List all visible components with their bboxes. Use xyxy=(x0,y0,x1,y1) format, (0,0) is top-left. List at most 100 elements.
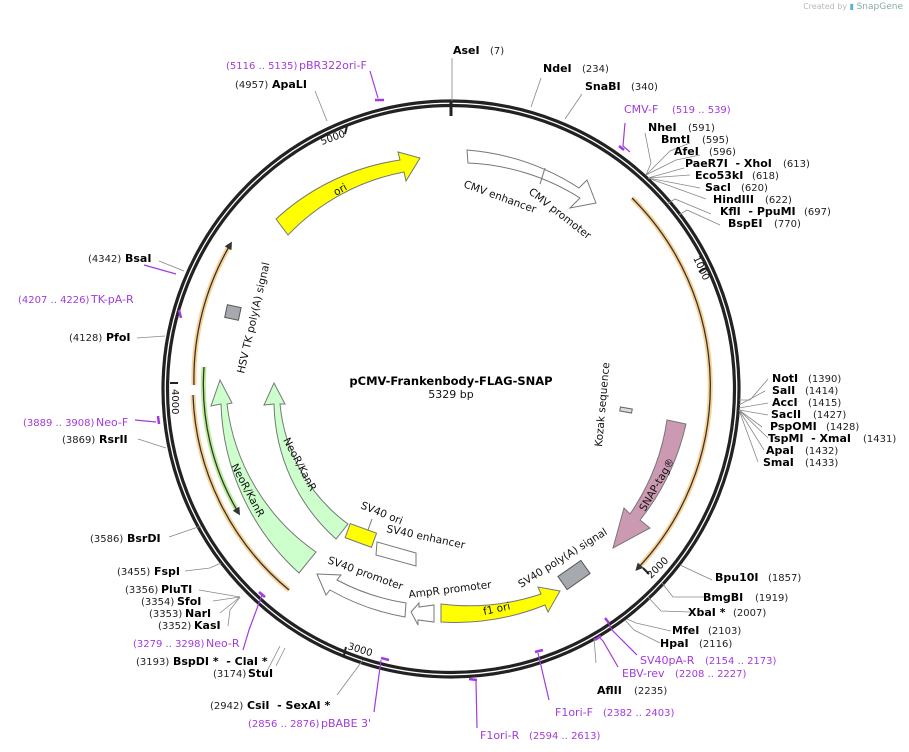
svg-text:(7): (7) xyxy=(490,46,504,57)
feature-sv40-ori[interactable] xyxy=(344,522,378,548)
svg-text:TspMI - XmaI: TspMI - XmaI xyxy=(768,432,851,445)
primer-neo-f[interactable]: (3889 .. 3908) Neo-F xyxy=(23,416,128,429)
svg-text:(4128): (4128) xyxy=(69,333,102,344)
primer-tk-pa-r[interactable]: (4207 .. 4226) TK-pA-R xyxy=(18,293,134,306)
svg-text:(2103): (2103) xyxy=(708,626,741,637)
primer-pbr322ori-f[interactable]: (5116 .. 5135) pBR322ori-F xyxy=(226,59,367,72)
enzyme-bpu10i[interactable]: Bpu10I (1857) xyxy=(715,571,801,584)
enzyme-acci[interactable]: AccI (1415) xyxy=(772,396,841,409)
enzyme-nari[interactable]: (3353) NarI xyxy=(149,607,211,620)
svg-text:(1432): (1432) xyxy=(805,446,838,457)
primer-pbabe-3[interactable]: (2856 .. 2876) pBABE 3' xyxy=(248,717,371,730)
enzyme-aflii[interactable]: AflII (2235) xyxy=(597,684,667,697)
enzyme-sacii[interactable]: SacII (1427) xyxy=(771,408,846,421)
svg-text:(3354): (3354) xyxy=(141,597,174,608)
enzyme-noti[interactable]: NotI (1390) xyxy=(772,372,841,385)
enzyme-hpai[interactable]: HpaI (2116) xyxy=(660,637,732,650)
svg-text:(2116): (2116) xyxy=(699,639,732,650)
enzyme-pluti[interactable]: (3356) PluTI xyxy=(125,583,192,596)
feature-ori[interactable]: ori xyxy=(275,151,421,236)
enzyme-xbai[interactable]: XbaI * (2007) xyxy=(688,606,766,619)
svg-text:BspEI: BspEI xyxy=(728,217,762,230)
svg-text:PspOMI: PspOMI xyxy=(770,420,817,433)
enzyme-bspei[interactable]: BspEI (770) xyxy=(728,217,801,230)
enzyme-afei[interactable]: AfeI (596) xyxy=(674,145,736,158)
feature-neor-kanr-inner[interactable]: NeoR/KanR xyxy=(263,381,349,540)
svg-text:(1415): (1415) xyxy=(808,398,841,409)
enzyme-kfli-ppumi[interactable]: KflI - PpuMI (697) xyxy=(720,205,831,218)
svg-text:NotI: NotI xyxy=(772,372,798,385)
svg-text:(613): (613) xyxy=(783,159,810,170)
feature-sv40-promoter[interactable]: SV40 promoter xyxy=(316,555,407,618)
svg-text:AseI: AseI xyxy=(453,44,480,57)
svg-text:(1857): (1857) xyxy=(768,573,801,584)
feature-kozak[interactable] xyxy=(619,406,633,414)
enzyme-pfoi[interactable]: (4128) PfoI xyxy=(69,331,131,344)
enzyme-smai[interactable]: SmaI (1433) xyxy=(763,456,838,469)
enzyme-rsrii[interactable]: (3869) RsrII xyxy=(62,433,128,446)
primer-f1ori-r[interactable]: F1ori-R (2594 .. 2613) xyxy=(480,729,601,742)
primer-neo-r[interactable]: (3279 .. 3298) Neo-R xyxy=(133,637,240,650)
enzyme-apali[interactable]: (4957) ApaLI xyxy=(235,78,307,91)
enzyme-sfoi[interactable]: (3354) SfoI xyxy=(141,595,201,608)
enzyme-fspi[interactable]: (3455) FspI xyxy=(117,565,180,578)
svg-text:(3869): (3869) xyxy=(62,435,95,446)
primer-sv40pa-r[interactable]: SV40pA-R (2154 .. 2173) xyxy=(640,654,777,667)
svg-text:BmgBI: BmgBI xyxy=(703,591,743,604)
enzyme-snabi[interactable]: SnaBI (340) xyxy=(585,80,658,93)
enzyme-bmti[interactable]: BmtI (595) xyxy=(661,133,729,146)
enzyme-apai[interactable]: ApaI (1432) xyxy=(766,444,838,457)
feature-sv40-polya[interactable] xyxy=(557,559,591,591)
feature-sv40-enhancer[interactable] xyxy=(375,541,417,567)
enzyme-mfei[interactable]: MfeI (2103) xyxy=(672,624,741,637)
enzyme-hindiii[interactable]: HindIII (622) xyxy=(713,193,792,206)
enzyme-kasi[interactable]: (3352) KasI xyxy=(158,619,221,632)
primer-cmv-f[interactable]: CMV-F (519 .. 539) xyxy=(624,103,731,116)
svg-text:HindIII: HindIII xyxy=(713,193,754,206)
enzyme-bmgbi[interactable]: BmgBI (1919) xyxy=(703,591,788,604)
enzyme-bspdi-clai[interactable]: (3193) BspDI * - ClaI * xyxy=(136,655,268,668)
enzyme-tspmi-xmai[interactable]: TspMI - XmaI (1431) xyxy=(768,432,896,445)
svg-text:EBV-rev: EBV-rev xyxy=(622,667,665,680)
svg-text:Eco53kI: Eco53kI xyxy=(695,169,743,182)
primer-labels: CMV-F (519 .. 539) SV40pA-R (2154 .. 2173)… xyxy=(18,59,777,742)
feature-snap-tag[interactable]: SNAP-tag® xyxy=(612,419,687,549)
svg-text:(3889 .. 3908): (3889 .. 3908) xyxy=(23,418,95,429)
svg-text:(2942): (2942) xyxy=(210,701,243,712)
label-kozak: Kozak sequence xyxy=(593,362,612,447)
enzyme-paer7i-xhoi[interactable]: PaeR7I - XhoI (613) xyxy=(685,157,810,170)
svg-text:ApaI: ApaI xyxy=(766,444,794,457)
label-cmv-enhancer: CMV enhancer xyxy=(462,179,538,217)
enzyme-leaders xyxy=(136,58,769,696)
enzyme-stui[interactable]: (3174) StuI xyxy=(213,667,273,680)
enzyme-asei[interactable]: AseI (7) xyxy=(453,44,504,57)
primer-ebv-rev[interactable]: EBV-rev (2208 .. 2227) xyxy=(622,667,747,680)
enzyme-psp0mi[interactable]: PspOMI (1428) xyxy=(770,420,859,433)
enzyme-saci[interactable]: SacI (620) xyxy=(705,181,768,194)
enzyme-ndei[interactable]: NdeI (234) xyxy=(543,62,609,75)
enzyme-eco53ki[interactable]: Eco53kI (618) xyxy=(695,169,779,182)
enzyme-csii-sexai[interactable]: (2942) CsiI - SexAI * xyxy=(210,699,330,712)
primer-f1ori-f[interactable]: F1ori-F (2382 .. 2403) xyxy=(555,706,675,719)
feature-f1-ori[interactable]: f1 ori xyxy=(440,586,561,623)
svg-text:(3174): (3174) xyxy=(213,669,246,680)
svg-text:pBR322ori-F: pBR322ori-F xyxy=(299,59,367,72)
enzyme-bsrdi[interactable]: (3586) BsrDI xyxy=(90,532,161,545)
svg-text:(1433): (1433) xyxy=(805,458,838,469)
feature-cmv[interactable]: CMV enhancer CMV promoter xyxy=(462,149,597,242)
svg-text:MfeI: MfeI xyxy=(672,624,699,637)
svg-text:BspDI * - ClaI *: BspDI * - ClaI * xyxy=(173,655,268,668)
svg-text:XbaI *: XbaI * xyxy=(688,606,726,619)
svg-text:(1428): (1428) xyxy=(826,422,859,433)
enzyme-bsai[interactable]: (4342) BsaI xyxy=(88,252,151,265)
svg-text:(3455): (3455) xyxy=(117,567,150,578)
svg-text:(4342): (4342) xyxy=(88,254,121,265)
svg-text:(519 .. 539): (519 .. 539) xyxy=(672,105,731,116)
svg-text:(697): (697) xyxy=(804,207,831,218)
feature-hsv-tk-polya[interactable] xyxy=(224,304,242,321)
enzyme-nhei[interactable]: NheI (591) xyxy=(648,121,715,134)
svg-text:(1919): (1919) xyxy=(755,593,788,604)
svg-text:SacII: SacII xyxy=(771,408,801,421)
enzyme-sali[interactable]: SalI (1414) xyxy=(772,384,838,397)
svg-text:AflII: AflII xyxy=(597,684,622,697)
